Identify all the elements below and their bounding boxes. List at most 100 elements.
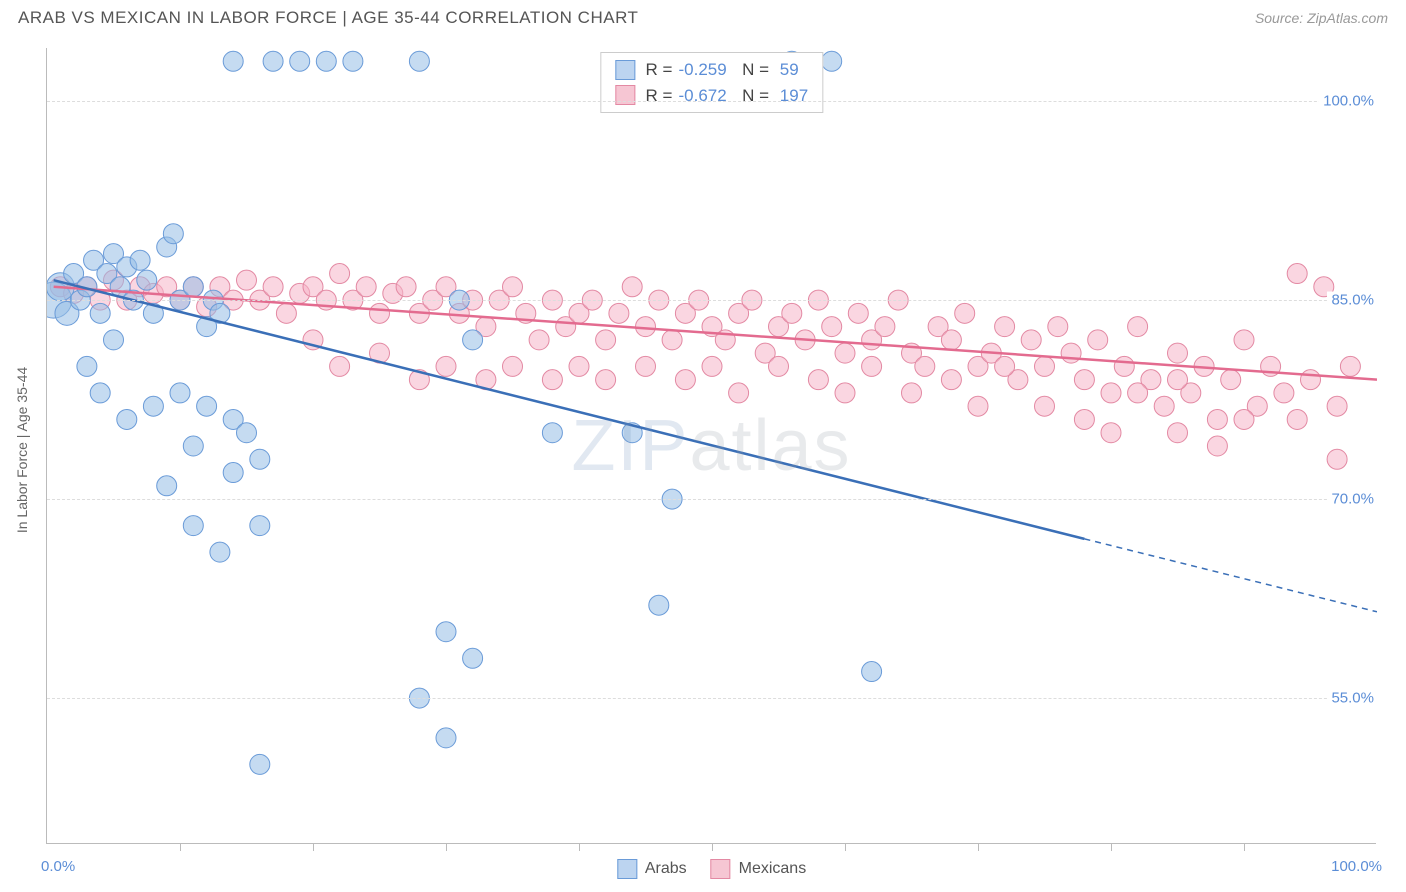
stats-legend-row: R =-0.672 N = 197 — [615, 83, 808, 109]
mexicans-point — [1274, 383, 1294, 403]
mexicans-point — [276, 303, 296, 323]
y-tick-label: 55.0% — [1327, 690, 1378, 707]
arabs-point — [90, 383, 110, 403]
legend-swatch — [615, 60, 635, 80]
arabs-point — [250, 516, 270, 536]
mexicans-point — [1114, 356, 1134, 376]
arabs-point — [104, 330, 124, 350]
chart-header: ARAB VS MEXICAN IN LABOR FORCE | AGE 35-… — [0, 0, 1406, 28]
arabs-point — [117, 409, 137, 429]
arabs-point — [157, 476, 177, 496]
mexicans-point — [436, 356, 456, 376]
mexicans-point — [1035, 356, 1055, 376]
y-tick-label: 100.0% — [1319, 93, 1378, 110]
mexicans-point — [237, 270, 257, 290]
mexicans-point — [1048, 317, 1068, 337]
mexicans-point — [503, 277, 523, 297]
source-name: ZipAtlas.com — [1307, 10, 1388, 26]
arabs-point — [463, 330, 483, 350]
mexicans-point — [596, 330, 616, 350]
mexicans-point — [370, 303, 390, 323]
mexicans-point — [1301, 370, 1321, 390]
mexicans-point — [968, 396, 988, 416]
x-tick — [712, 843, 713, 851]
series-legend-item: Arabs — [617, 859, 687, 879]
y-axis-title: In Labor Force | Age 35-44 — [14, 367, 30, 533]
mexicans-point — [955, 303, 975, 323]
arabs-point — [137, 270, 157, 290]
chart-title: ARAB VS MEXICAN IN LABOR FORCE | AGE 35-… — [18, 8, 638, 28]
arabs-point — [463, 648, 483, 668]
mexicans-point — [941, 330, 961, 350]
mexicans-point — [609, 303, 629, 323]
arabs-point — [862, 662, 882, 682]
arabs-point — [343, 51, 363, 71]
arabs-point — [436, 728, 456, 748]
mexicans-point — [569, 356, 589, 376]
mexicans-point — [503, 356, 523, 376]
mexicans-point — [941, 370, 961, 390]
arabs-point — [409, 51, 429, 71]
mexicans-point — [675, 370, 695, 390]
x-tick — [845, 843, 846, 851]
arabs-point — [77, 356, 97, 376]
arabs-point — [130, 250, 150, 270]
mexicans-point — [1101, 383, 1121, 403]
series-legend-item: Mexicans — [711, 859, 807, 879]
mexicans-point — [1035, 396, 1055, 416]
mexicans-point — [915, 356, 935, 376]
gridline-horizontal — [47, 101, 1377, 102]
mexicans-point — [835, 343, 855, 363]
mexicans-point — [702, 356, 722, 376]
stats-legend: R =-0.259 N = 59 R =-0.672 N = 197 — [600, 52, 823, 113]
mexicans-point — [1021, 330, 1041, 350]
arabs-point — [210, 542, 230, 562]
stats-legend-row: R =-0.259 N = 59 — [615, 57, 808, 83]
mexicans-point — [902, 383, 922, 403]
source-prefix: Source: — [1255, 10, 1307, 26]
mexicans-point — [330, 356, 350, 376]
arabs-point — [223, 51, 243, 71]
mexicans-point — [875, 317, 895, 337]
arabs-point — [90, 303, 110, 323]
mexicans-point — [1074, 370, 1094, 390]
mexicans-point — [1154, 396, 1174, 416]
x-tick — [1111, 843, 1112, 851]
legend-swatch — [617, 859, 637, 879]
mexicans-point — [822, 317, 842, 337]
arabs-point — [250, 449, 270, 469]
mexicans-point — [1234, 330, 1254, 350]
arabs-point — [542, 423, 562, 443]
arabs-point — [290, 51, 310, 71]
gridline-horizontal — [47, 698, 1377, 699]
arabs-point — [822, 51, 842, 71]
mexicans-point — [1287, 409, 1307, 429]
mexicans-point — [1128, 383, 1148, 403]
arabs-point — [436, 622, 456, 642]
mexicans-point — [769, 356, 789, 376]
x-tick — [579, 843, 580, 851]
mexicans-point — [1207, 409, 1227, 429]
legend-r-label: R = — [641, 83, 673, 109]
arabs-point — [197, 396, 217, 416]
legend-n-value: 59 — [775, 57, 799, 83]
mexicans-point — [1168, 423, 1188, 443]
x-tick-label-start: 0.0% — [41, 858, 75, 875]
mexicans-point — [729, 383, 749, 403]
mexicans-point — [636, 356, 656, 376]
arabs-point — [316, 51, 336, 71]
mexicans-point — [1327, 396, 1347, 416]
mexicans-point — [1101, 423, 1121, 443]
mexicans-point — [1340, 356, 1360, 376]
mexicans-point — [1221, 370, 1241, 390]
mexicans-point — [1061, 343, 1081, 363]
mexicans-point — [1074, 409, 1094, 429]
legend-swatch — [615, 85, 635, 105]
gridline-horizontal — [47, 300, 1377, 301]
mexicans-point — [542, 370, 562, 390]
series-legend-label: Arabs — [645, 860, 687, 878]
arabs-point — [143, 396, 163, 416]
arabs-point — [183, 436, 203, 456]
legend-r-value: -0.259 — [678, 57, 726, 83]
y-tick-label: 85.0% — [1327, 292, 1378, 309]
